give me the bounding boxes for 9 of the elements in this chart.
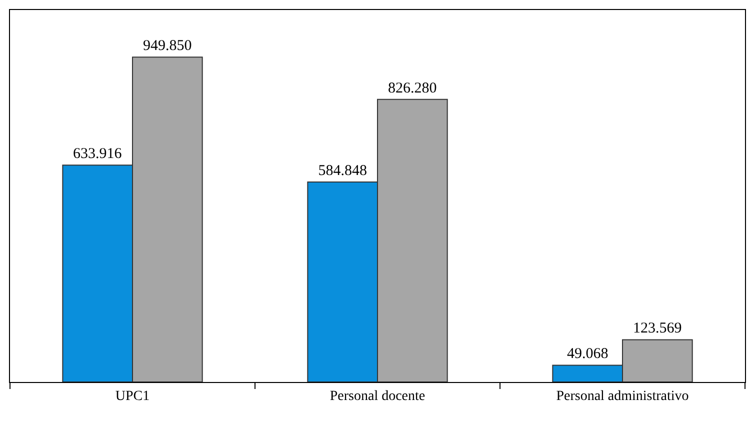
data-label: 633.916 <box>72 146 122 162</box>
x-tick-label: UPC1 <box>115 388 150 404</box>
data-label: 49.068 <box>566 346 608 362</box>
x-tick-label: Personal docente <box>330 388 426 404</box>
data-label: 123.569 <box>633 320 682 337</box>
data-label: 949.850 <box>143 38 192 54</box>
data-label: 584.848 <box>318 162 367 179</box>
data-label: 826.280 <box>388 80 437 96</box>
x-tick-label: Personal administrativo <box>556 388 689 404</box>
